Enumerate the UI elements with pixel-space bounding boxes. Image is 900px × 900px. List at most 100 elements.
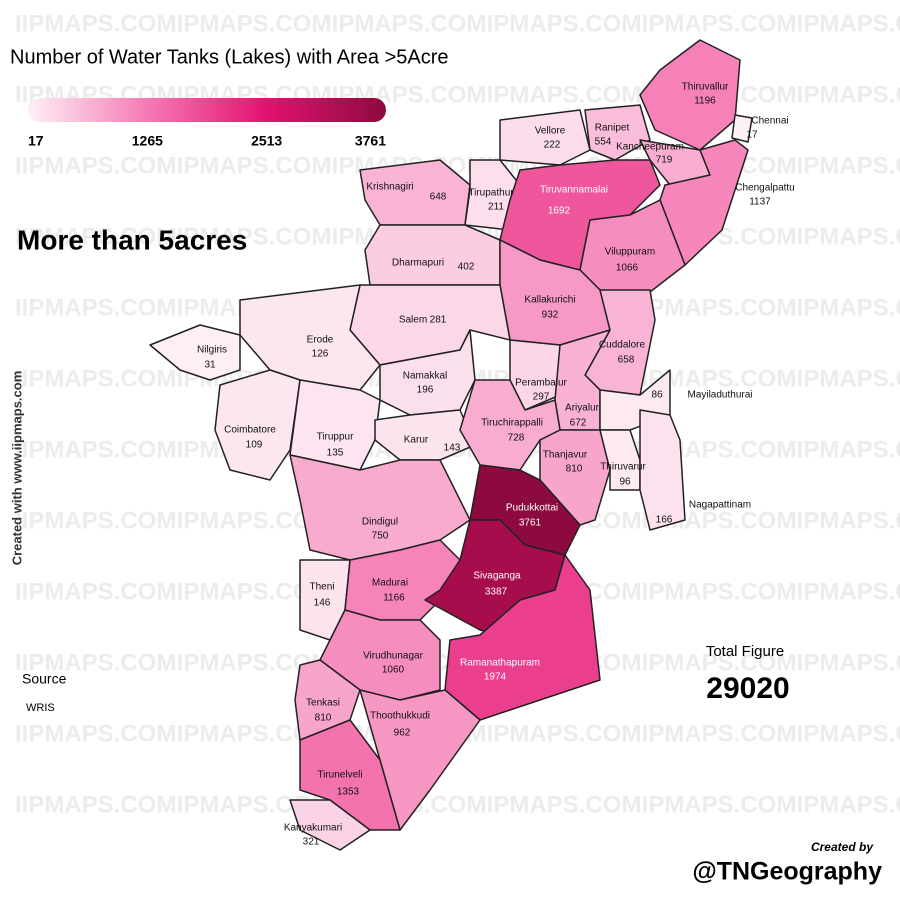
- watermark: IIPMAPS.COM: [480, 10, 641, 37]
- watermark: IIPMAPS.COM: [480, 720, 641, 747]
- district: [364, 224, 501, 286]
- district-name: Kallakurichi: [524, 295, 575, 306]
- watermark: IIPMAPS.COM: [635, 294, 796, 321]
- handle: @TNGeography: [692, 858, 882, 886]
- district-value: 31: [204, 360, 216, 371]
- district-name: Virudhunagar: [363, 651, 424, 662]
- district-name: Ranipet: [595, 123, 630, 134]
- watermark: IIPMAPS.COM: [790, 10, 900, 37]
- watermark: IIPMAPS.COM: [15, 223, 176, 250]
- district-name: Dindigul: [362, 517, 398, 528]
- district-value: 321: [303, 837, 320, 848]
- district-name: Tirupathur: [468, 188, 514, 199]
- watermark: IIPMAPS.COM: [15, 10, 176, 37]
- district-value: 658: [618, 355, 635, 366]
- watermark: IIPMAPS.COM: [15, 578, 176, 605]
- district-value: 17: [746, 130, 758, 141]
- watermark: IIPMAPS.COM: [635, 791, 796, 818]
- district-name: Thoothukkudi: [370, 711, 430, 722]
- total-label: Total Figure: [706, 643, 784, 660]
- district-value: 1692: [548, 206, 571, 217]
- district-value: 1974: [484, 672, 507, 683]
- watermark: IIPMAPS.COM: [480, 81, 641, 108]
- district-value: 196: [417, 385, 434, 396]
- district-name: Tiruppur: [317, 432, 355, 443]
- watermark: IIPMAPS.COM: [15, 791, 176, 818]
- district-name: Tiruchirappalli: [481, 418, 543, 429]
- watermark: IIPMAPS.COM: [790, 223, 900, 250]
- district-value: 672: [570, 418, 587, 429]
- district-value: 109: [246, 440, 263, 451]
- legend-tick-label: 3761: [355, 133, 386, 149]
- district-value: 728: [508, 433, 525, 444]
- watermark: IIPMAPS.COM: [170, 152, 331, 179]
- watermark: IIPMAPS.COM: [15, 507, 176, 534]
- watermark: IIPMAPS.COM: [790, 365, 900, 392]
- subtitle: More than 5acres: [17, 224, 247, 255]
- legend-bar: [28, 98, 386, 122]
- watermark: IIPMAPS.COM: [790, 294, 900, 321]
- district-name: Madurai: [372, 578, 408, 589]
- district-value: 554: [595, 137, 612, 148]
- legend-tick-label: 17: [28, 133, 44, 149]
- district-value: 146: [314, 598, 331, 609]
- watermark: IIPMAPS.COM: [790, 578, 900, 605]
- district-value: 719: [656, 155, 673, 166]
- district: [149, 324, 241, 381]
- title: Number of Water Tanks (Lakes) with Area …: [10, 46, 449, 68]
- district-name: Nilgiris: [197, 345, 227, 356]
- district-value: 135: [327, 448, 344, 459]
- district: [289, 799, 371, 851]
- district-value: 222: [544, 140, 561, 151]
- district: [374, 409, 476, 461]
- district-name: Thiruvarur: [600, 462, 646, 473]
- district: [639, 39, 741, 151]
- watermark: IIPMAPS.COM: [635, 720, 796, 747]
- watermark: IIPMAPS.COM: [15, 649, 176, 676]
- watermark: IIPMAPS.COM: [170, 223, 331, 250]
- legend-tick-label: 1265: [132, 133, 163, 149]
- district-value: 211: [488, 202, 504, 213]
- district-name: Dharmapuri: [392, 258, 444, 269]
- district: [499, 109, 591, 166]
- district-name: Cuddalore: [599, 340, 646, 351]
- watermark: IIPMAPS.COM: [170, 10, 331, 37]
- watermark: IIPMAPS.COM: [635, 10, 796, 37]
- district-value: 1196: [694, 96, 716, 107]
- watermark: IIPMAPS.COM: [790, 791, 900, 818]
- district: [509, 339, 561, 411]
- watermark: IIPMAPS.COM: [15, 152, 176, 179]
- legend-tick-label: 2513: [251, 133, 282, 149]
- district: [214, 369, 301, 481]
- district-value: 143: [444, 443, 461, 454]
- created-by: Created by: [811, 840, 874, 854]
- district-value: 962: [394, 728, 411, 739]
- district-name: Tirunelveli: [317, 770, 362, 781]
- district-name: Tenkasi: [306, 698, 340, 709]
- district-value: 750: [372, 531, 389, 542]
- watermark: IIPMAPS.COM: [15, 365, 176, 392]
- watermark: IIPMAPS.COM: [790, 152, 900, 179]
- watermark: IIPMAPS.COM: [15, 436, 176, 463]
- district-name: Vellore: [535, 126, 566, 137]
- district-value: 166: [656, 515, 673, 526]
- district-name: Coimbatore: [224, 425, 276, 436]
- district-name: Pudukkottai: [506, 503, 558, 514]
- district-value: 86: [651, 390, 663, 401]
- watermark: IIPMAPS.COM: [790, 507, 900, 534]
- district-name: Kancheepuram: [616, 142, 684, 153]
- district-name: Nagapattinam: [689, 500, 751, 511]
- district-name: Kanyakumari: [284, 823, 342, 834]
- district-name: Tiruvannamalai: [540, 185, 608, 196]
- district-name: Namakkal: [403, 371, 447, 382]
- source-label: Source: [22, 671, 67, 687]
- district-value: 810: [315, 713, 332, 724]
- district-value: 1066: [616, 263, 639, 274]
- district-name: Salem: [399, 315, 427, 326]
- district-value: 96: [619, 477, 631, 488]
- watermark: IIPMAPS.COM: [790, 720, 900, 747]
- watermark: IIPMAPS.COM: [635, 649, 796, 676]
- district-name: Karur: [404, 435, 429, 446]
- district-name: Ariyalur: [565, 403, 600, 414]
